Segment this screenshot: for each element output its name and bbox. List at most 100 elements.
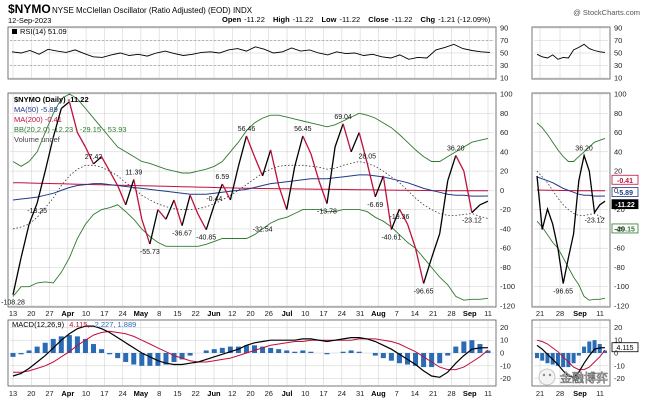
rsi-panel: [10, 40, 494, 66]
nymo-segment: [310, 153, 320, 181]
x-tick-label-macd: 20: [27, 389, 35, 398]
axis-marker: -11.22: [611, 199, 639, 209]
rsi-panel-main: [7, 26, 497, 80]
nymo-segment: [342, 123, 352, 152]
nymo-segment: [44, 137, 54, 172]
macd-histogram-bar: [324, 353, 330, 355]
nymo-segment: [294, 135, 304, 167]
y-tick-label: -40: [614, 224, 625, 233]
legend-bb: BB(20,2.0) -12.23 - -29.15 - 53.93: [14, 125, 127, 134]
x-tick-label: 14: [411, 309, 419, 318]
macd-histogram-bar: [421, 353, 427, 368]
x-tick-label: 27: [45, 309, 53, 318]
nymo-segment: [221, 183, 231, 201]
x-tick-label-macd: 10: [82, 389, 90, 398]
x-tick-label-macd: May: [134, 389, 149, 398]
zoom-data-label: -96.65: [553, 288, 573, 295]
nymo-segment: [261, 149, 272, 177]
macd-histogram-bar: [179, 353, 185, 360]
y-tick-label: 100: [500, 90, 513, 99]
macd-histogram-bar: [243, 345, 249, 353]
zoom-x-tick-label-macd: Sep: [573, 389, 587, 398]
macd-histogram-bar: [155, 353, 161, 366]
x-tick-label: Sep: [463, 309, 477, 318]
zoom-x-tick-label: 28: [556, 309, 564, 318]
chg-label: Chg: [421, 15, 436, 24]
y-tick-label: 0: [500, 186, 504, 195]
x-tick-label-macd: Apr: [61, 389, 74, 398]
y-tick-label: -80: [614, 263, 625, 272]
zoom-macd-bar: [566, 353, 571, 368]
x-tick-label-macd: 24: [118, 389, 126, 398]
data-label: 36.20: [447, 145, 465, 152]
macd-histogram-bar: [260, 346, 266, 353]
y-tick-label: -60: [500, 244, 511, 253]
y-tick-label: 10: [614, 74, 622, 83]
x-tick-label: 20: [246, 309, 254, 318]
macd-histogram-bar: [147, 353, 153, 366]
x-tick-label-macd: 7: [395, 389, 399, 398]
macd-panel-main: [7, 319, 497, 387]
y-tick-label: 40: [614, 147, 622, 156]
macd-histogram-bar: [413, 353, 419, 366]
zoom-macd-bar: [535, 353, 539, 359]
macd-histogram-bar: [26, 350, 32, 353]
axis-marker-label: -5.89: [617, 190, 633, 197]
macd-histogram-bar: [50, 338, 56, 353]
nymo-segment: [84, 146, 95, 165]
axis-marker-label: -29.15: [615, 226, 635, 233]
low-label: Low: [321, 15, 336, 24]
axis-marker-label: -0.41: [617, 178, 633, 185]
y-tick-label: 80: [614, 109, 622, 118]
x-tick-label: 10: [301, 309, 309, 318]
x-tick-label-macd: 17: [319, 389, 327, 398]
x-tick-label: 21: [429, 309, 437, 318]
x-tick-label: 10: [82, 309, 90, 318]
watermark-badge: 金融博弈: [538, 368, 608, 386]
macd-histogram-bar: [461, 341, 467, 353]
macd-histogram-bar: [187, 353, 193, 356]
nymo-segment: [358, 132, 368, 164]
zoom-macd-bar: [592, 340, 597, 353]
y-tick-label: -80: [500, 263, 511, 272]
nymo-segment: [463, 170, 473, 213]
open-label: Open: [222, 15, 242, 24]
x-tick-label: 17: [319, 309, 327, 318]
data-label: -108.28: [1, 300, 25, 307]
macd-legend: MACD(12,26,9) 4.115, 2.227, 1.889: [12, 320, 136, 329]
macd-histogram-bar: [437, 353, 443, 364]
macd-histogram-bar: [396, 353, 402, 364]
y-tick-label: 100: [614, 90, 627, 99]
nymo-segment: [318, 180, 328, 204]
legend-volume: Volume undef: [14, 135, 61, 144]
macd-histogram-bar: [139, 353, 145, 366]
nymo-segment: [173, 199, 183, 226]
price-legend: $NYMO (Daily) -11.22 MA(50) -5.89 MA(200…: [14, 95, 127, 144]
nymo-segment: [253, 156, 264, 177]
zoom-panels: -96.65 36.20 -23.12: [535, 43, 607, 378]
wechat-icon: [538, 368, 556, 386]
macd-histogram-bar: [42, 342, 48, 353]
legend-ma50: MA(50) -5.89: [14, 105, 58, 114]
y-tick-label: -100: [500, 282, 515, 291]
x-tick-label: 24: [338, 309, 346, 318]
x-tick-label: 7: [395, 309, 399, 318]
panel-frames: [7, 26, 611, 387]
y-tick-label: 60: [500, 128, 508, 137]
low-value: -11.22: [339, 15, 360, 24]
nymo-segment: [109, 170, 119, 186]
axis-marker: -0.41: [611, 174, 639, 185]
y-tick-label: -10: [500, 361, 511, 370]
nymo-segment: [302, 135, 312, 155]
x-tick-label-macd: 14: [411, 389, 419, 398]
y-tick-label: 0: [614, 349, 618, 358]
macd-histogram-bar: [477, 344, 483, 353]
y-tick-label: 70: [614, 36, 622, 45]
nymo-segment: [237, 135, 248, 167]
y-tick-label: 40: [500, 147, 508, 156]
nymo-segment: [76, 132, 87, 148]
nymo-segment: [286, 166, 296, 210]
macd-line: [12, 325, 489, 378]
x-tick-label: 28: [447, 309, 455, 318]
nymo-segment: [125, 179, 135, 206]
